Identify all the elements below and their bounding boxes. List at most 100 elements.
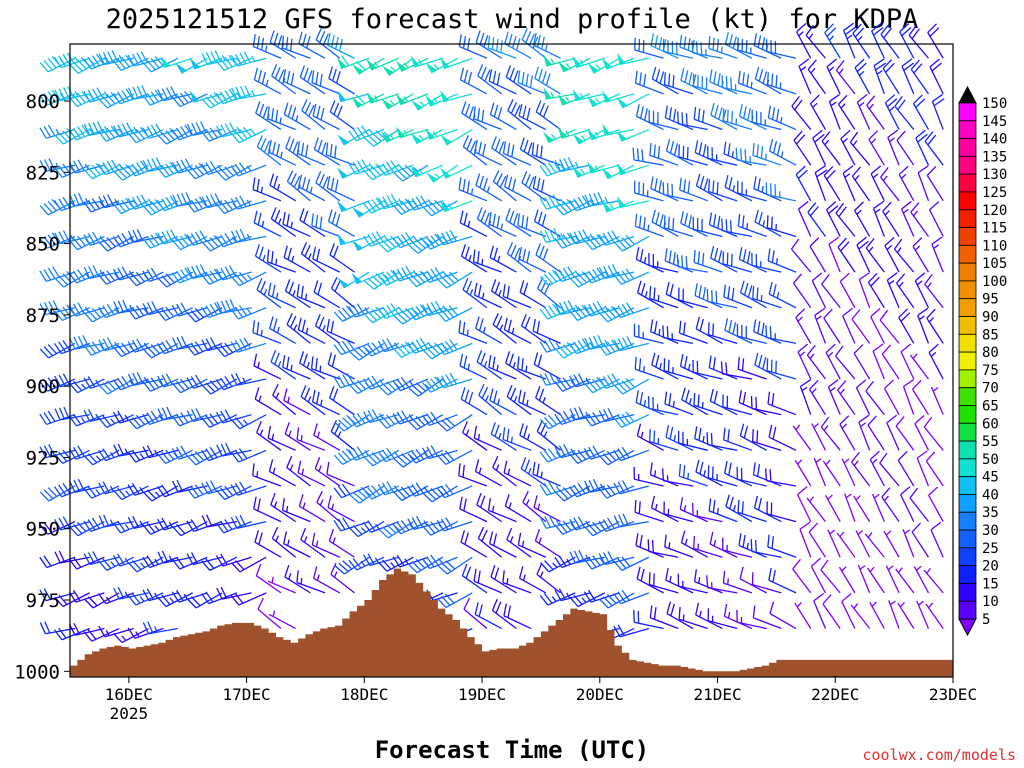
barb-full: [146, 522, 156, 533]
barb-full: [316, 105, 321, 119]
barb-full: [754, 209, 759, 223]
wind-barb: [813, 592, 827, 629]
barb-full: [721, 218, 724, 231]
colorbar-swatch: [958, 583, 977, 602]
wind-barbs: [39, 22, 945, 644]
barb-full: [607, 265, 615, 277]
barb-flag: [543, 87, 552, 100]
barb-shaft: [902, 529, 915, 558]
barb-full: [47, 91, 56, 103]
barb-full: [39, 524, 49, 535]
wind-barb: [584, 478, 620, 493]
barb-half: [246, 233, 251, 240]
barb-full: [131, 560, 142, 571]
barb-full: [535, 100, 542, 113]
barb-full: [349, 351, 360, 361]
wind-barb: [326, 318, 355, 344]
barb-shaft: [301, 110, 326, 131]
barb-full: [507, 176, 513, 190]
colorbar-label: 35: [982, 505, 999, 521]
barb-shaft: [651, 221, 679, 238]
barb-full: [311, 389, 316, 403]
barb-shaft: [445, 592, 473, 608]
barb-flag: [425, 95, 436, 107]
barb-full: [588, 237, 598, 249]
barb-half: [585, 554, 590, 561]
barb-full: [509, 210, 515, 223]
barb-full: [464, 532, 469, 545]
barb-full: [252, 177, 256, 190]
barb-shaft: [591, 271, 620, 284]
barb-full: [77, 302, 85, 314]
barb-full: [536, 419, 544, 432]
barb-full: [681, 387, 686, 400]
barb-full: [66, 52, 75, 64]
barb-full: [665, 281, 670, 295]
wind-barb: [924, 273, 944, 309]
wind-barb: [864, 532, 885, 558]
barb-full: [588, 193, 595, 206]
wind-barb: [348, 556, 385, 571]
barb-full: [771, 536, 774, 549]
wind-barb: [113, 443, 149, 457]
barb-full: [268, 459, 274, 472]
barb-full: [464, 246, 470, 259]
wind-barb: [330, 419, 355, 451]
barb-shaft: [504, 186, 532, 202]
barb-half: [750, 81, 753, 89]
barb-full: [102, 272, 111, 283]
barb-shaft: [92, 449, 120, 466]
barb-full: [58, 88, 66, 100]
wind-barb: [636, 566, 664, 594]
wind-barb: [201, 127, 238, 142]
barb-full: [521, 171, 528, 184]
barb-flag: [381, 65, 394, 76]
barb-full: [220, 377, 229, 389]
barb-full: [838, 94, 848, 105]
barb-shaft: [792, 568, 812, 594]
barb-full: [39, 127, 47, 139]
wind-barb: [312, 103, 341, 131]
barb-shaft: [810, 566, 827, 594]
barb-shaft: [415, 307, 444, 321]
barb-full: [47, 377, 57, 388]
barb-full: [562, 234, 572, 246]
barb-full: [582, 229, 590, 241]
barb-full: [691, 40, 694, 54]
barb-shaft: [619, 342, 650, 352]
barb-full: [651, 352, 656, 366]
barb-shaft: [253, 45, 282, 59]
barb-flag: [411, 100, 423, 111]
barb-full: [634, 499, 637, 513]
barb-full: [87, 596, 98, 607]
barb-full: [567, 300, 575, 312]
barb-full: [335, 36, 339, 50]
wind-barb: [735, 147, 767, 166]
wind-barb: [821, 131, 841, 166]
barb-full: [301, 99, 308, 111]
barb-full: [282, 68, 287, 82]
barb-full: [91, 55, 100, 67]
barb-shaft: [710, 257, 738, 273]
barb-full: [596, 267, 605, 279]
wind-barb: [869, 450, 885, 487]
wind-barb: [765, 325, 797, 345]
barb-full: [305, 144, 309, 158]
barb-half: [290, 221, 293, 229]
barb-full: [304, 102, 312, 114]
barb-full: [262, 106, 268, 119]
barb-full: [239, 228, 247, 241]
barb-half: [105, 596, 111, 603]
barb-full: [127, 594, 137, 606]
wind-barb: [392, 485, 429, 502]
barb-full: [54, 134, 64, 145]
barb-shaft: [535, 397, 561, 416]
barb-full: [382, 196, 390, 208]
barb-full: [534, 66, 540, 79]
barb-half: [852, 140, 858, 147]
barb-full: [669, 141, 675, 154]
barb-full: [640, 106, 644, 119]
wind-barb: [407, 515, 443, 530]
barb-shaft: [255, 112, 282, 131]
barb-full: [558, 555, 567, 567]
